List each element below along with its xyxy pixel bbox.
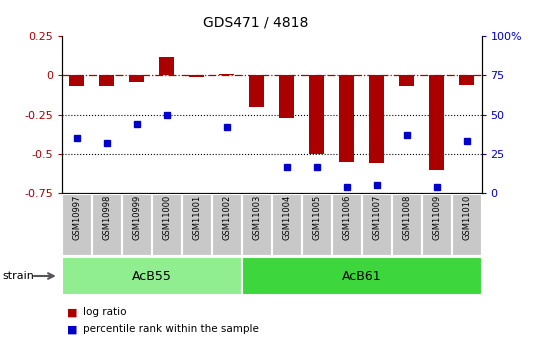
Text: AcB55: AcB55 xyxy=(132,269,172,283)
FancyBboxPatch shape xyxy=(272,194,301,255)
Text: log ratio: log ratio xyxy=(83,307,127,317)
Bar xyxy=(399,76,414,87)
Bar xyxy=(100,76,114,87)
Bar xyxy=(249,76,264,107)
Text: GSM11003: GSM11003 xyxy=(252,195,261,240)
Text: strain: strain xyxy=(3,271,34,281)
FancyBboxPatch shape xyxy=(452,194,481,255)
Text: GSM11006: GSM11006 xyxy=(342,195,351,240)
Bar xyxy=(129,76,144,82)
Text: GSM10999: GSM10999 xyxy=(132,195,141,240)
Bar xyxy=(339,76,354,162)
Text: GDS471 / 4818: GDS471 / 4818 xyxy=(203,15,308,29)
FancyBboxPatch shape xyxy=(93,194,121,255)
Bar xyxy=(69,76,84,87)
FancyBboxPatch shape xyxy=(332,194,361,255)
FancyBboxPatch shape xyxy=(422,194,451,255)
Bar xyxy=(459,76,474,85)
FancyBboxPatch shape xyxy=(302,194,331,255)
Text: GSM11008: GSM11008 xyxy=(402,195,411,240)
FancyBboxPatch shape xyxy=(62,257,242,295)
Text: GSM11007: GSM11007 xyxy=(372,195,381,240)
FancyBboxPatch shape xyxy=(362,194,391,255)
Text: GSM11002: GSM11002 xyxy=(222,195,231,240)
Text: GSM11009: GSM11009 xyxy=(432,195,441,240)
FancyBboxPatch shape xyxy=(242,194,271,255)
FancyBboxPatch shape xyxy=(242,257,482,295)
Text: GSM11000: GSM11000 xyxy=(162,195,171,240)
Bar xyxy=(219,74,234,76)
Bar xyxy=(309,76,324,154)
Text: GSM10998: GSM10998 xyxy=(102,195,111,240)
Text: GSM11004: GSM11004 xyxy=(282,195,291,240)
FancyBboxPatch shape xyxy=(392,194,421,255)
Bar xyxy=(279,76,294,118)
Text: percentile rank within the sample: percentile rank within the sample xyxy=(83,325,259,334)
FancyBboxPatch shape xyxy=(182,194,211,255)
Text: AcB61: AcB61 xyxy=(342,269,381,283)
Bar xyxy=(429,76,444,170)
Text: ■: ■ xyxy=(67,307,78,317)
Bar xyxy=(189,76,204,77)
Text: GSM11001: GSM11001 xyxy=(192,195,201,240)
Text: GSM10997: GSM10997 xyxy=(72,195,81,240)
Bar xyxy=(369,76,384,164)
FancyBboxPatch shape xyxy=(62,194,91,255)
Text: ■: ■ xyxy=(67,325,78,334)
Text: GSM11005: GSM11005 xyxy=(312,195,321,240)
FancyBboxPatch shape xyxy=(123,194,151,255)
FancyBboxPatch shape xyxy=(213,194,241,255)
Bar xyxy=(159,57,174,76)
Text: GSM11010: GSM11010 xyxy=(462,195,471,240)
FancyBboxPatch shape xyxy=(152,194,181,255)
